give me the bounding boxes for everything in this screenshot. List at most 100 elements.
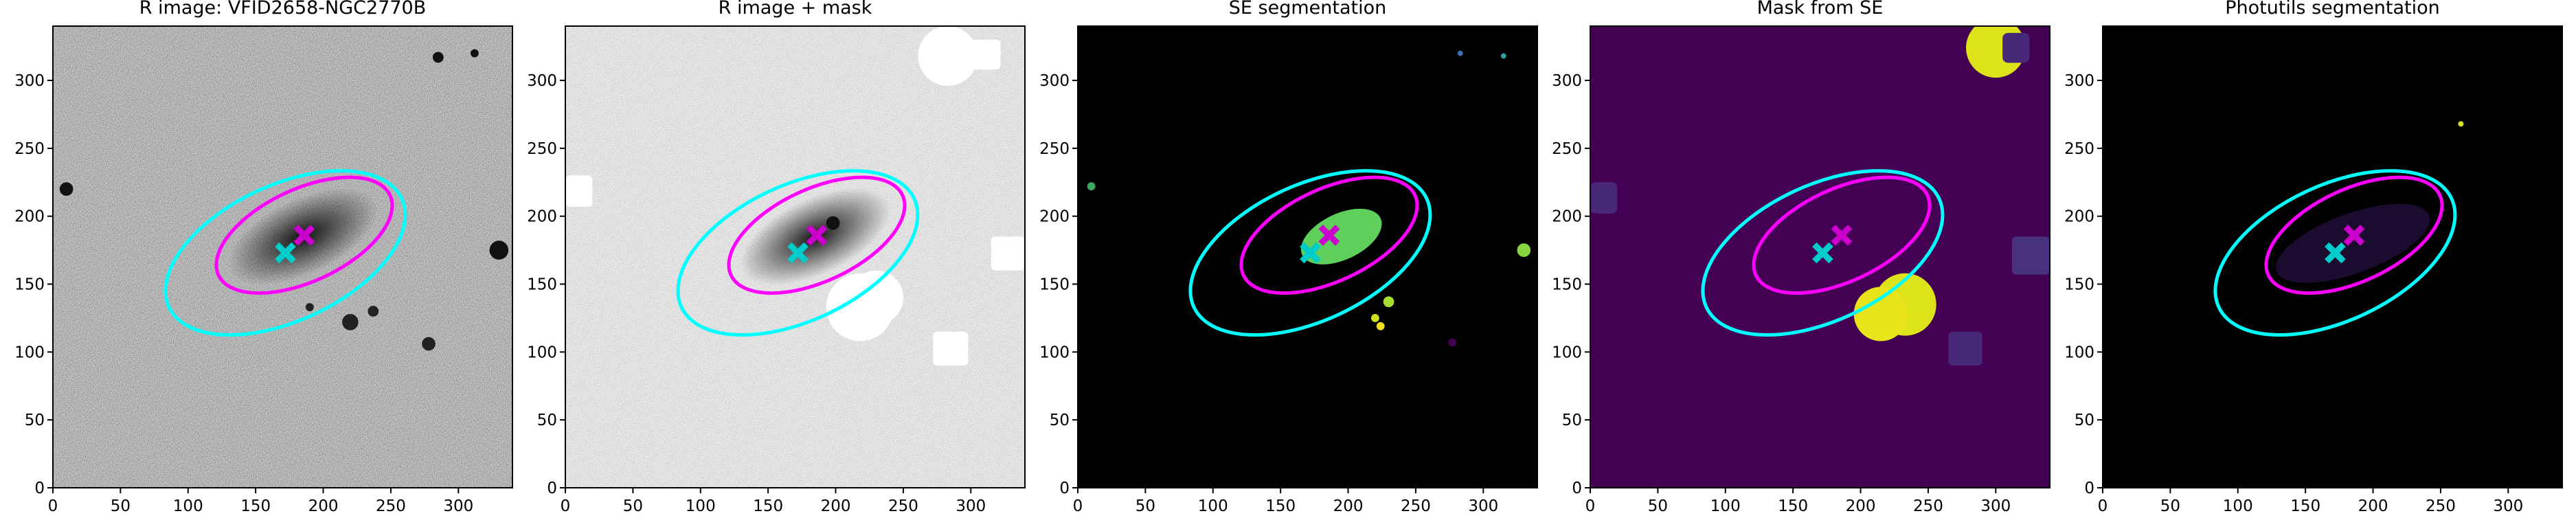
y-tick-label: 0	[547, 480, 557, 497]
x-tick-label: 300	[1980, 497, 2011, 515]
y-tick-label: 100	[14, 344, 45, 361]
marker	[1812, 242, 1833, 264]
y-tick-label: 0	[2084, 480, 2094, 497]
image	[1590, 26, 2050, 366]
x-tick-label: 0	[1585, 497, 1596, 515]
x-tick-label: 150	[240, 497, 271, 515]
y-tick-label: 0	[1059, 480, 1070, 497]
image	[2276, 121, 2464, 283]
ellipse	[2264, 175, 2444, 295]
x-tick-label: 250	[1913, 497, 1943, 515]
ellipse	[1752, 175, 1932, 295]
y-tick-label: 300	[1039, 72, 1070, 90]
marker	[2325, 242, 2346, 264]
x-tick-label: 300	[956, 497, 986, 515]
ellipse	[727, 175, 907, 295]
ellipse	[1188, 169, 1432, 337]
x-tick-label: 250	[888, 497, 918, 515]
axes-frame	[1590, 25, 2050, 488]
image	[1087, 50, 1531, 347]
y-tick-label: 50	[25, 412, 45, 429]
ellipse	[163, 169, 407, 337]
panel: Photutils segmentation 0 50 100 150 200 250 30…	[2064, 0, 2563, 515]
y-tick-label: 250	[1552, 140, 1582, 158]
x-tick-label: 50	[1648, 497, 1668, 515]
y-tick-label: 250	[1039, 140, 1070, 158]
axes-frame	[565, 25, 1026, 488]
ellipse	[214, 175, 394, 295]
y-tick-label: 250	[2064, 140, 2094, 158]
y-tick-label: 50	[1050, 412, 1070, 429]
x-tick-label: 50	[623, 497, 643, 515]
marker	[275, 242, 296, 264]
x-tick-label: 50	[111, 497, 131, 515]
panel-title: Photutils segmentation	[2225, 0, 2440, 19]
y-tick-label: 150	[1552, 276, 1582, 294]
x-tick-label: 50	[2160, 497, 2180, 515]
ellipse	[2213, 169, 2457, 337]
panel-title: Mask from SE	[1757, 0, 1884, 19]
panel: SE segmentation 0 50 100 150 200 250 300 0 50 100…	[1039, 0, 1538, 515]
ellipse	[676, 169, 920, 337]
panel: R image + mask 0 50 100 150 200 250 300 0 50 100 1…	[527, 0, 1026, 515]
y-tick-label: 100	[1039, 344, 1070, 361]
y-tick-label: 50	[2075, 412, 2094, 429]
x-tick-label: 150	[753, 497, 783, 515]
x-tick-label: 200	[1333, 497, 1364, 515]
image-features	[1590, 26, 2050, 366]
x-tick-label: 250	[2426, 497, 2456, 515]
x-tick-label: 0	[2098, 497, 2108, 515]
panel-title: R image + mask	[719, 0, 872, 19]
image-features	[2276, 121, 2464, 283]
x-tick-label: 300	[2493, 497, 2523, 515]
x-tick-label: 150	[2290, 497, 2320, 515]
panel: R image: VFID2658-NGC2770B 0 50 100 150 200 2…	[14, 0, 513, 515]
axes-frame	[2102, 25, 2563, 488]
y-tick-label: 50	[537, 412, 557, 429]
y-tick-label: 300	[1552, 72, 1582, 90]
x-tick-label: 200	[308, 497, 339, 515]
y-tick-label: 200	[527, 208, 557, 226]
x-tick-label: 300	[1468, 497, 1498, 515]
y-tick-label: 150	[1039, 276, 1070, 294]
y-tick-label: 300	[14, 72, 45, 90]
x-tick-label: 150	[1778, 497, 1808, 515]
x-tick-label: 100	[2223, 497, 2253, 515]
x-tick-label: 0	[1073, 497, 1083, 515]
y-tick-label: 100	[2064, 344, 2094, 361]
x-tick-label: 100	[1198, 497, 1228, 515]
panel-title: SE segmentation	[1229, 0, 1386, 19]
x-tick-label: 0	[48, 497, 58, 515]
marker	[806, 225, 828, 246]
x-tick-label: 0	[561, 497, 571, 515]
x-tick-label: 200	[821, 497, 851, 515]
y-tick-label: 50	[1562, 412, 1582, 429]
y-tick-label: 200	[1552, 208, 1582, 226]
x-tick-label: 100	[1710, 497, 1741, 515]
x-tick-label: 250	[376, 497, 406, 515]
y-tick-label: 150	[527, 276, 557, 294]
marker	[293, 225, 315, 246]
y-tick-label: 300	[2064, 72, 2094, 90]
y-tick-label: 200	[1039, 208, 1070, 226]
x-tick-label: 200	[1846, 497, 1876, 515]
x-tick-label: 200	[2358, 497, 2388, 515]
ellipse	[1701, 169, 1945, 337]
axes-frame	[1077, 25, 1538, 488]
marker	[2343, 225, 2365, 246]
y-tick-label: 200	[14, 208, 45, 226]
image-features	[1087, 50, 1531, 347]
ellipse	[1239, 175, 1419, 295]
x-tick-label: 150	[1265, 497, 1296, 515]
marker	[1831, 225, 1853, 246]
y-tick-label: 0	[1572, 480, 1582, 497]
y-tick-label: 250	[527, 140, 557, 158]
x-tick-label: 50	[1136, 497, 1155, 515]
y-tick-label: 100	[1552, 344, 1582, 361]
y-tick-label: 200	[2064, 208, 2094, 226]
x-tick-label: 100	[173, 497, 203, 515]
marker	[1318, 225, 1340, 246]
y-tick-label: 150	[14, 276, 45, 294]
panel-title: R image: VFID2658-NGC2770B	[139, 0, 427, 19]
